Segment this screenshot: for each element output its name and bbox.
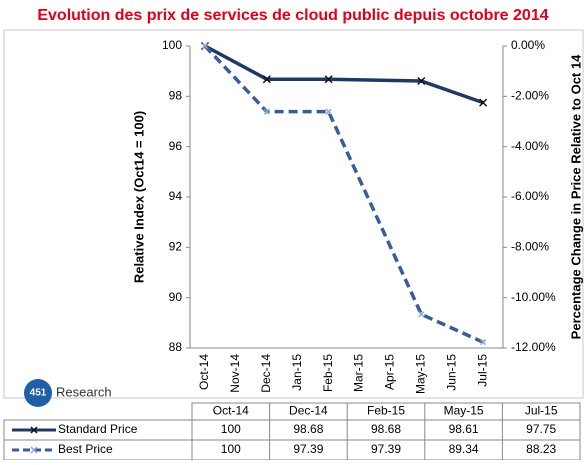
marker [262, 75, 271, 84]
y-tick-label: 92 [169, 240, 183, 254]
y-tick-label: 94 [169, 189, 183, 203]
marker [480, 339, 487, 346]
marker [325, 108, 332, 115]
y2-tick-label: -10.00% [511, 290, 556, 304]
legend-label: Standard Price [58, 422, 138, 436]
legend-marker [30, 426, 38, 434]
x-tick-label: May-15 [413, 354, 427, 394]
x-tick-label: Jul-15 [475, 354, 489, 387]
legend-label: Best Price [58, 442, 113, 456]
y-tick-label: 98 [169, 89, 183, 103]
y2-tick-label: -8.00% [511, 240, 549, 254]
y2-tick-label: -12.00% [511, 340, 556, 354]
marker [479, 98, 488, 107]
table-header: Feb-15 [367, 404, 405, 418]
table-header: Jul-15 [525, 404, 558, 418]
y2-tick-label: -2.00% [511, 89, 549, 103]
line [203, 44, 484, 344]
table-header: Dec-14 [289, 404, 328, 418]
chart-title: Evolution des prix de services de cloud … [37, 7, 548, 24]
table-cell: 89.34 [449, 442, 479, 456]
logo-circle [24, 379, 52, 407]
y-tick-label: 100 [162, 38, 182, 52]
table-cell: 98.68 [293, 422, 323, 436]
x-tick-label: Dec-14 [259, 354, 273, 393]
table-cell: 97.75 [526, 422, 556, 436]
y2-tick-label: 0.00% [511, 38, 545, 52]
logo-text: Research [56, 384, 112, 399]
marker [417, 76, 426, 86]
x-tick-label: Nov-14 [228, 354, 242, 393]
table-cell: 100 [221, 422, 241, 436]
x-tick-label: Apr-15 [383, 354, 397, 390]
line [204, 44, 484, 105]
y-tick-label: 96 [169, 139, 183, 153]
x-tick-label: Jun-15 [444, 354, 458, 391]
chart-frame [3, 29, 584, 399]
marker [324, 75, 333, 84]
legend-marker [30, 446, 38, 454]
table-cell: 97.39 [371, 442, 401, 456]
x-tick-label: Mar-15 [352, 354, 366, 392]
y-axis-label: Relative Index (Oct14 = 100) [131, 111, 146, 283]
marker [263, 108, 270, 115]
y-tick-label: 90 [169, 290, 183, 304]
table-cell: 98.61 [449, 422, 479, 436]
table-cell: 100 [221, 442, 241, 456]
marker [201, 42, 209, 50]
x-tick-label: Feb-15 [321, 354, 335, 392]
y2-tick-label: -4.00% [511, 139, 549, 153]
table-cell: 98.68 [371, 422, 401, 436]
table-header: May-15 [444, 404, 484, 418]
table-cell: 88.23 [526, 442, 556, 456]
y2-axis-label: Percentage Change in Price Relative to O… [568, 54, 583, 339]
table-header: Oct-14 [213, 404, 249, 418]
y-tick-label: 88 [169, 340, 183, 354]
y2-tick-label: -6.00% [511, 189, 549, 203]
x-tick-label: Jan-15 [290, 354, 304, 391]
marker [418, 311, 425, 318]
x-tick-label: Oct-14 [197, 354, 211, 390]
table-cell: 97.39 [293, 442, 323, 456]
logo-number: 451 [30, 388, 47, 399]
